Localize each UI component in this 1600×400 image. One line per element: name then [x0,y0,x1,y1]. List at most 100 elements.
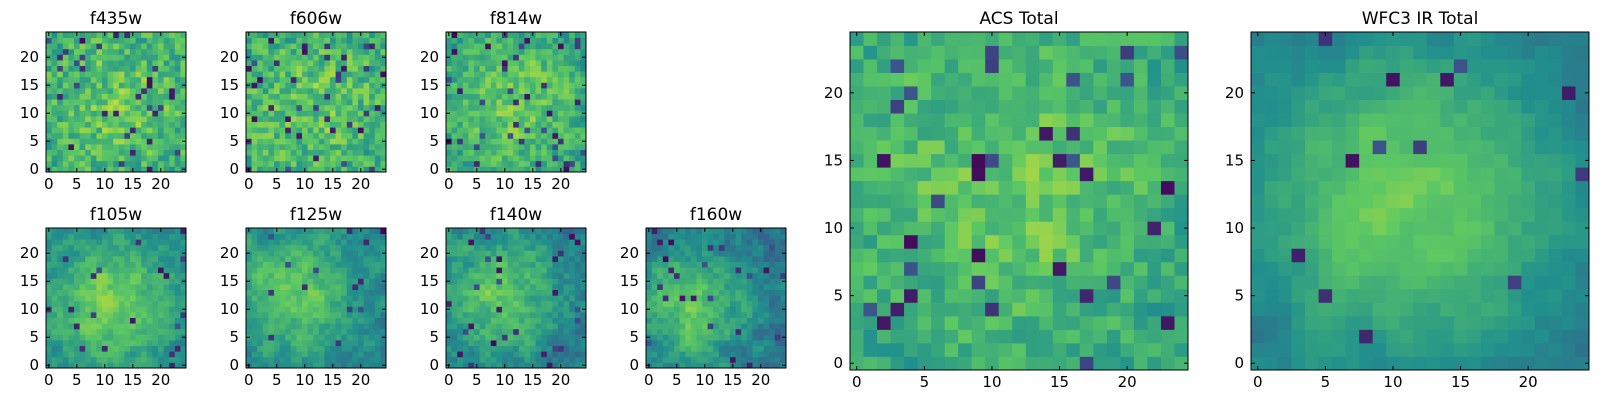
heatmap-cell [296,317,303,324]
heatmap-cell [724,295,731,302]
heatmap-cell [352,99,359,106]
heatmap-cell [513,76,520,83]
heatmap-cell [496,138,503,145]
heatmap-cell [518,65,525,72]
heatmap-cell [158,138,164,145]
heatmap-cell [552,267,559,274]
heatmap-cell [307,362,314,369]
heatmap-cell [169,32,176,38]
heatmap-cell [169,289,176,296]
heatmap-cell [1133,248,1148,263]
heatmap-cell [251,65,258,72]
heatmap-cell [890,207,905,222]
heatmap-cell [268,99,275,106]
heatmap-cell [85,362,92,369]
heatmap-cell [574,362,581,369]
heatmap-cell [141,261,148,268]
heatmap-cell [85,278,92,285]
heatmap-cell [118,250,125,257]
heatmap-cell [251,340,258,346]
heatmap-cell [279,306,286,313]
heatmap-cell [496,121,503,128]
heatmap-cell [507,356,514,363]
heatmap-cell [79,60,86,66]
heatmap-cell [457,256,464,262]
heatmap-cell [485,328,492,335]
axes-frame-f160w [645,227,787,369]
heatmap-cell [79,300,86,307]
heatmap-cell [79,149,86,156]
heatmap-cell [485,82,492,89]
heatmap-cell [113,233,120,240]
heatmap-cell [674,278,680,285]
heatmap-cell [518,132,525,139]
heatmap-cell [763,362,770,369]
heatmap-cell [863,275,878,290]
heatmap-cell [62,60,69,66]
heatmap-cell [530,261,536,268]
heatmap-cell [257,284,264,290]
heatmap-cell [313,32,320,38]
heatmap-cell [580,261,587,268]
heatmap-cell [113,244,120,251]
heatmap-cell [535,345,542,352]
heatmap-cell [546,32,553,38]
heatmap-cell [79,82,86,89]
heatmap-cell [290,48,297,55]
heatmap-cell [468,289,475,296]
heatmap-cell [158,328,164,335]
heatmap-cell [169,104,176,111]
heatmap-cell [96,48,103,55]
heatmap-cell [146,272,153,279]
heatmap-cell [274,149,280,156]
heatmap-cell [713,272,720,279]
heatmap-cell [313,104,320,111]
heatmap-cell [1106,288,1121,303]
heatmap-cell [307,82,314,89]
heatmap-cell [451,48,458,55]
heatmap-cell [341,300,348,307]
heatmap-cell [341,88,348,94]
heatmap-cell [352,278,359,285]
heatmap-cell [496,132,503,139]
heatmap-cell [662,300,669,307]
heatmap-cell [574,300,581,307]
heatmap-cell [518,244,525,251]
heatmap-cell [518,228,525,234]
heatmap-cell [285,250,292,257]
heatmap-cell [446,323,452,330]
heatmap-cell [446,116,452,122]
heatmap-cell [358,82,364,89]
heatmap-cell [580,345,587,352]
heatmap-cell [490,99,497,106]
heatmap-cell [1025,180,1040,195]
heatmap-cell [246,351,252,358]
heatmap-cell [1093,234,1108,249]
heatmap-cell [307,239,314,246]
heatmap-cell [1120,356,1135,371]
heatmap-cell [752,239,759,246]
heatmap-cell [724,239,731,246]
heatmap-cell [257,356,264,363]
heatmap-cell [96,351,103,358]
heatmap-cell [113,144,120,150]
heatmap-cell [850,342,864,357]
heatmap-cell [118,306,125,313]
heatmap-cell [85,48,92,55]
heatmap-cell [374,351,381,358]
heatmap-cell [490,284,497,290]
heatmap-cell [74,116,80,122]
heatmap-cell [268,65,275,72]
heatmap-cell [462,250,469,257]
heatmap-cell [674,233,680,240]
heatmap-cell [251,345,258,352]
heatmap-cell [146,351,153,358]
heatmap-cell [257,43,264,50]
heatmap-cell [1160,167,1175,182]
heatmap-cell [352,54,359,61]
heatmap-cell [904,167,918,182]
heatmap-cell [146,334,153,341]
heatmap-cell [330,256,336,262]
heatmap-cell [257,65,264,72]
